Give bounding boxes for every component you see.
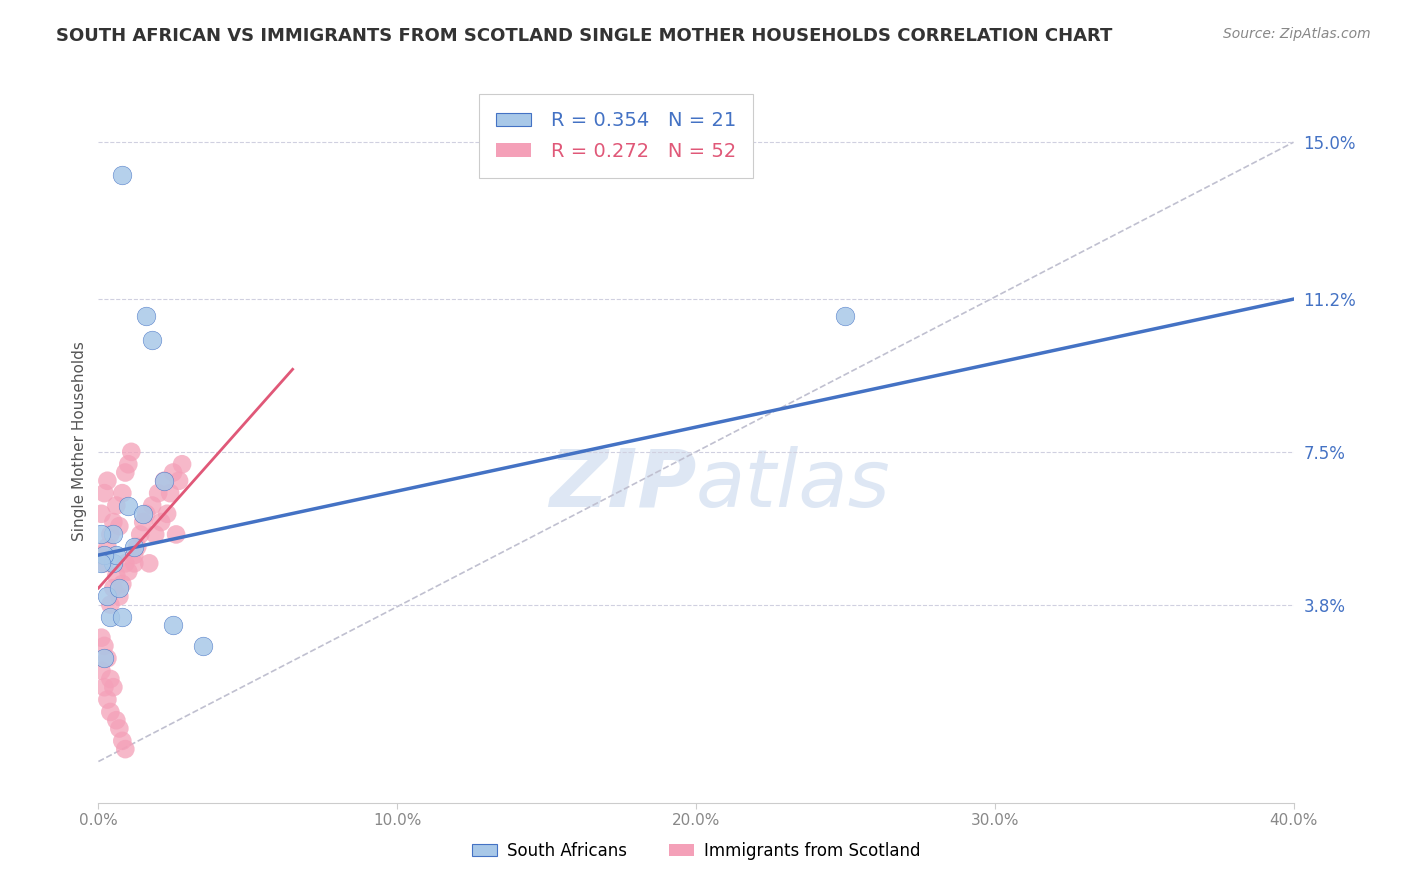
- Text: atlas: atlas: [696, 446, 891, 524]
- Point: [111, 168, 134, 182]
- Y-axis label: Single Mother Households: Single Mother Households: [72, 342, 87, 541]
- Point: [98, 598, 122, 612]
- Point: [108, 722, 131, 736]
- Point: [96, 651, 118, 665]
- Point: [124, 548, 146, 562]
- Point: [117, 499, 139, 513]
- Point: [90, 548, 112, 562]
- Point: [96, 590, 118, 604]
- Point: [153, 474, 176, 488]
- Point: [93, 486, 115, 500]
- Point: [111, 486, 134, 500]
- Point: [108, 590, 131, 604]
- Point: [834, 309, 856, 323]
- Point: [93, 651, 115, 665]
- Point: [129, 527, 152, 541]
- Point: [191, 639, 214, 653]
- Point: [105, 713, 128, 727]
- Point: [90, 507, 112, 521]
- Point: [153, 474, 176, 488]
- Point: [93, 639, 115, 653]
- Point: [156, 507, 179, 521]
- Point: [148, 486, 170, 500]
- Point: [114, 557, 136, 571]
- Point: [127, 540, 149, 554]
- Point: [165, 527, 187, 541]
- Point: [150, 515, 173, 529]
- Point: [162, 618, 184, 632]
- Point: [103, 581, 125, 595]
- Point: [111, 577, 134, 591]
- Point: [111, 734, 134, 748]
- Point: [159, 486, 181, 500]
- Point: [141, 334, 163, 348]
- Point: [105, 568, 128, 582]
- Point: [114, 742, 136, 756]
- Point: [98, 705, 122, 719]
- Point: [93, 680, 115, 694]
- Point: [103, 527, 125, 541]
- Point: [96, 474, 118, 488]
- Point: [135, 309, 157, 323]
- Point: [96, 692, 118, 706]
- Point: [90, 527, 112, 541]
- Text: ZIP: ZIP: [548, 446, 696, 524]
- Point: [103, 515, 125, 529]
- Point: [143, 527, 166, 541]
- Point: [117, 457, 139, 471]
- Point: [98, 672, 122, 686]
- Text: SOUTH AFRICAN VS IMMIGRANTS FROM SCOTLAND SINGLE MOTHER HOUSEHOLDS CORRELATION C: SOUTH AFRICAN VS IMMIGRANTS FROM SCOTLAN…: [56, 27, 1112, 45]
- Point: [141, 499, 163, 513]
- Point: [90, 631, 112, 645]
- Point: [120, 445, 142, 459]
- Legend: South Africans, Immigrants from Scotland: South Africans, Immigrants from Scotland: [465, 836, 927, 867]
- Point: [111, 610, 134, 624]
- Point: [103, 557, 125, 571]
- Point: [108, 519, 131, 533]
- Point: [167, 474, 190, 488]
- Point: [90, 664, 112, 678]
- Point: [105, 499, 128, 513]
- Point: [114, 466, 136, 480]
- Point: [132, 507, 155, 521]
- Point: [98, 527, 122, 541]
- Point: [96, 540, 118, 554]
- Point: [98, 610, 122, 624]
- Point: [105, 548, 128, 562]
- Point: [90, 557, 112, 571]
- Point: [124, 557, 146, 571]
- Point: [162, 466, 184, 480]
- Point: [138, 557, 160, 571]
- Point: [103, 680, 125, 694]
- Text: Source: ZipAtlas.com: Source: ZipAtlas.com: [1223, 27, 1371, 41]
- Point: [93, 557, 115, 571]
- Point: [172, 457, 194, 471]
- Point: [124, 540, 146, 554]
- Point: [108, 581, 131, 595]
- Point: [117, 565, 139, 579]
- Point: [135, 507, 157, 521]
- Point: [93, 548, 115, 562]
- Point: [132, 515, 155, 529]
